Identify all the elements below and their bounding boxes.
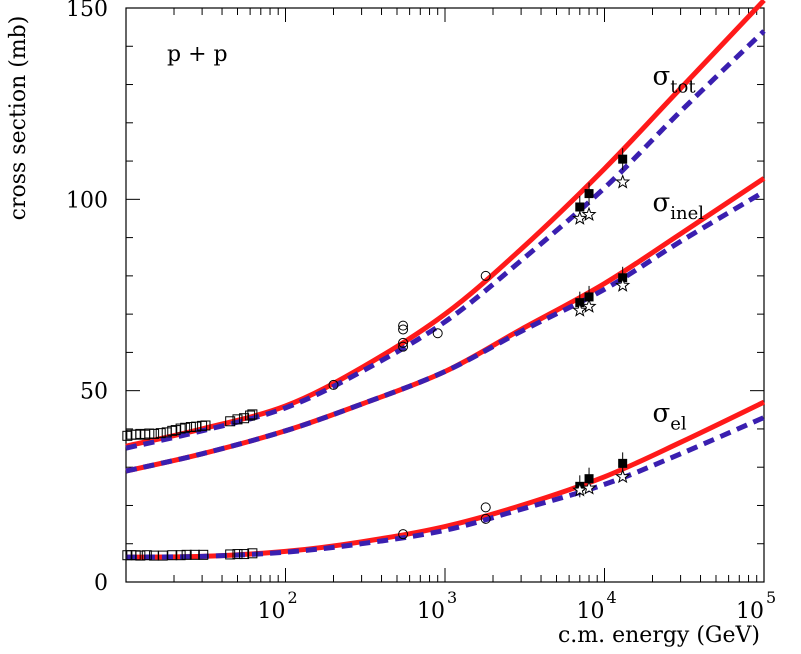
open-circle-marker	[480, 513, 491, 524]
x-tick-label: 104	[577, 588, 617, 624]
open-circle-marker	[398, 324, 409, 335]
sigma-symbol: σ	[653, 62, 671, 92]
x-tick-label-base: 10	[258, 599, 286, 624]
sigma-subscript: inel	[670, 203, 704, 224]
open-star-marker	[581, 298, 597, 313]
open-circle-marker	[432, 328, 443, 339]
y-tick-label: 50	[80, 380, 108, 405]
open-star-marker	[581, 206, 597, 222]
open-star-marker	[581, 480, 597, 495]
open-square-marker	[247, 548, 258, 559]
x-tick-label: 102	[258, 588, 298, 624]
open-circle-marker	[398, 337, 409, 348]
open-square-marker	[149, 428, 160, 439]
open-star-marker	[572, 210, 588, 225]
open-square-marker	[232, 549, 243, 560]
x-tick-label-exponent: 2	[288, 588, 298, 607]
open-circle-marker	[398, 341, 409, 352]
open-square-marker	[135, 550, 146, 561]
open-square-marker	[225, 549, 236, 560]
curve-tot-dashed	[125, 29, 766, 451]
filled-square-marker	[584, 474, 594, 484]
open-square-marker	[157, 550, 168, 561]
panel-label: p + p	[167, 42, 228, 67]
axis-ticks	[126, 7, 764, 582]
y-axis-label: cross section (mb)	[6, 16, 31, 221]
open-square-marker	[247, 409, 258, 420]
open-square-marker	[245, 410, 256, 421]
sigma-subscript: el	[670, 413, 687, 434]
x-tick-label: 105	[736, 588, 776, 624]
open-square-marker	[175, 550, 186, 561]
y-tick-label: 150	[66, 0, 108, 22]
open-square-marker	[167, 550, 178, 561]
open-square-marker	[232, 414, 243, 425]
open-circle-marker	[480, 270, 491, 281]
plot-frame	[125, 7, 765, 583]
open-square-marker	[167, 425, 178, 436]
model-curves	[125, 0, 766, 560]
open-square-marker	[155, 428, 166, 439]
filled-square-marker	[618, 154, 628, 164]
open-square-marker	[122, 430, 133, 441]
sigma-subscript: tot	[670, 77, 696, 98]
sigma-symbol: σ	[653, 398, 671, 428]
y-tick-label: 100	[66, 188, 108, 213]
open-square-marker	[200, 420, 211, 431]
series-label-el: σel	[653, 398, 687, 434]
curve-el-dashed	[125, 415, 765, 560]
y-tick-label: 0	[94, 571, 108, 596]
open-square-marker	[239, 413, 250, 424]
open-square-marker	[141, 550, 152, 561]
data-markers	[122, 148, 631, 561]
filled-square-marker	[584, 292, 594, 302]
x-tick-label: 103	[417, 588, 457, 624]
open-square-marker	[185, 422, 196, 433]
x-axis-label: c.m. energy (GeV)	[558, 623, 760, 648]
open-square-marker	[225, 416, 236, 427]
series-label-tot: σtot	[653, 62, 697, 98]
x-tick-label-base: 10	[577, 599, 605, 624]
open-square-marker	[189, 549, 200, 560]
x-tick-label-exponent: 3	[447, 588, 457, 607]
open-circle-marker	[480, 502, 491, 513]
open-square-marker	[239, 549, 250, 560]
open-star-marker	[615, 174, 631, 189]
sigma-symbol: σ	[653, 188, 671, 218]
open-circle-marker	[398, 529, 409, 540]
filled-square-marker	[575, 202, 585, 212]
open-circle-marker	[328, 379, 339, 390]
open-square-marker	[198, 549, 209, 560]
curve-inel-dashed	[125, 189, 766, 474]
filled-square-marker	[584, 189, 594, 199]
curve-el-solid	[125, 399, 766, 560]
filled-square-marker	[618, 458, 628, 468]
open-star-marker	[572, 302, 588, 317]
x-tick-label-exponent: 5	[766, 588, 776, 607]
open-square-marker	[180, 422, 191, 433]
x-tick-label-exponent: 4	[607, 588, 617, 607]
x-tick-label-base: 10	[736, 599, 764, 624]
open-square-marker	[181, 549, 192, 560]
x-tick-label-base: 10	[417, 599, 445, 624]
open-circle-marker	[398, 320, 409, 331]
open-star-marker	[615, 277, 631, 292]
series-label-inel: σinel	[653, 188, 705, 224]
chart-text: p + p c.m. energy (GeV) cross section (m…	[6, 16, 760, 648]
open-star-marker	[615, 468, 631, 484]
